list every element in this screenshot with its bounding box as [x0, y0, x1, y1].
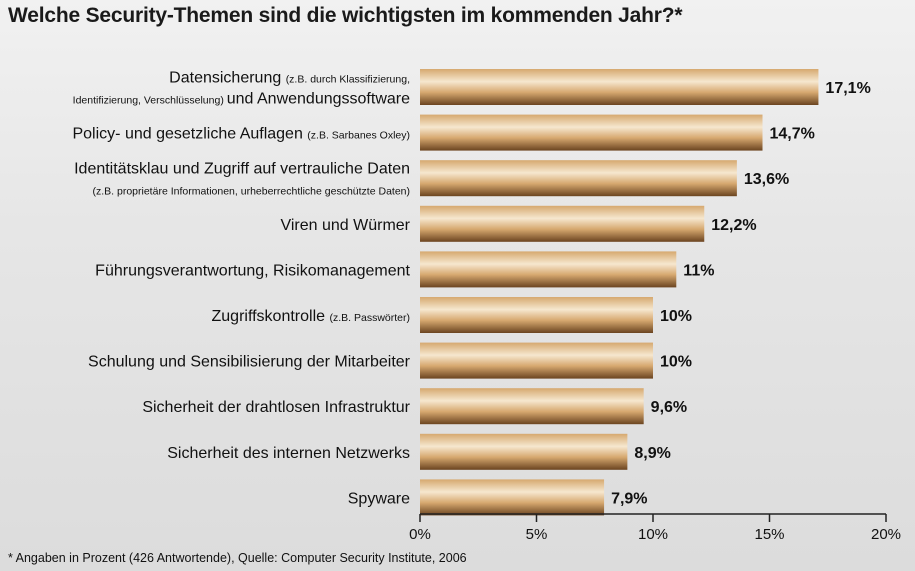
x-tick-label: 10%	[638, 526, 668, 543]
category-label: Datensicherung (z.B. durch Klassifizieru…	[169, 70, 410, 87]
value-label: 10%	[660, 308, 692, 325]
bars-layer: 17,1% Datensicherung (z.B. durch Klassifi…	[72, 69, 871, 516]
bar	[420, 114, 763, 151]
category-label: Schulung und Sensibilisierung der Mitarb…	[88, 354, 411, 371]
category-label: (z.B. proprietäre Informationen, urheber…	[93, 186, 411, 198]
category-label: Spyware	[348, 490, 410, 507]
value-label: 8,9%	[634, 445, 670, 462]
x-axis: 0% 5% 10% 15% 20%	[409, 513, 901, 543]
category-label: Identifizierung, Verschlüsselung) und An…	[73, 91, 410, 108]
x-tick-label: 15%	[754, 526, 784, 543]
category-label: Viren und Würmer	[280, 217, 410, 234]
value-label: 13,6%	[744, 171, 789, 188]
value-label: 11%	[683, 262, 714, 279]
category-label: Identitätsklau und Zugriff auf vertrauli…	[74, 161, 410, 178]
category-label: Policy- und gesetzliche Auflagen (z.B. S…	[72, 126, 410, 143]
value-label: 12,2%	[711, 217, 756, 234]
bar	[420, 205, 705, 242]
bar	[420, 388, 644, 425]
value-label: 10%	[660, 354, 692, 371]
bar	[420, 69, 819, 105]
bar	[420, 297, 653, 333]
category-label: Zugriffskontrolle (z.B. Passwörter)	[212, 308, 411, 325]
value-label: 9,6%	[651, 399, 687, 416]
x-tick-label: 0%	[409, 526, 431, 543]
bar	[420, 160, 737, 197]
bar	[420, 479, 605, 516]
x-tick-label: 20%	[871, 526, 901, 543]
bar	[420, 342, 653, 379]
value-label: 7,9%	[611, 490, 647, 507]
value-label: 17,1%	[825, 80, 870, 97]
bar	[420, 433, 628, 470]
category-label: Sicherheit der drahtlosen Infrastruktur	[142, 399, 410, 416]
x-tick-label: 5%	[526, 526, 548, 543]
category-label: Sicherheit des internen Netzwerks	[167, 445, 410, 462]
page-title: Welche Security-Themen sind die wichtigs…	[8, 4, 683, 27]
category-label: Führungsverantwortung, Risikomanagement	[95, 262, 410, 279]
value-label: 14,7%	[770, 126, 815, 143]
footnote: * Angaben in Prozent (426 Antwortende), …	[8, 551, 467, 565]
bar	[420, 251, 677, 288]
